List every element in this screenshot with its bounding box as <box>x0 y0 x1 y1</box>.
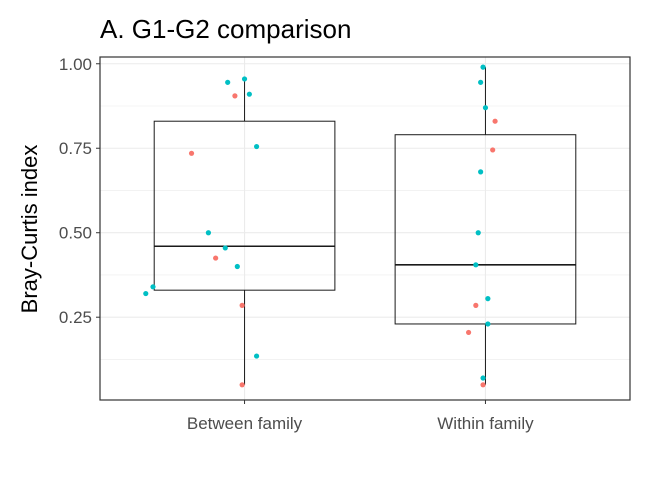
chart-title: A. G1-G2 comparison <box>100 14 351 44</box>
data-point <box>232 93 238 99</box>
y-tick-label: 0.50 <box>59 224 92 243</box>
y-tick-label: 0.75 <box>59 139 92 158</box>
y-tick-label: 0.25 <box>59 308 92 327</box>
data-point <box>225 79 231 85</box>
data-point <box>485 296 491 302</box>
y-axis-label: Bray-Curtis index <box>17 145 42 314</box>
data-point <box>234 263 240 270</box>
data-point <box>475 230 481 236</box>
data-point <box>241 76 248 82</box>
data-point <box>222 245 228 251</box>
data-point <box>239 382 245 388</box>
data-point <box>465 329 472 336</box>
data-point <box>253 143 260 150</box>
plot-area: 0.25 0.50 0.75 1.00 Between family Within fam… <box>59 55 631 433</box>
data-point <box>473 302 479 308</box>
data-point <box>480 64 486 70</box>
data-point <box>480 375 486 381</box>
iqr-box <box>153 120 336 291</box>
data-point <box>473 262 479 268</box>
x-tick-label: Within family <box>437 414 534 433</box>
data-point <box>485 321 491 327</box>
data-point <box>205 230 212 236</box>
data-point <box>150 284 156 290</box>
data-point <box>188 150 195 156</box>
plot-background <box>100 57 630 400</box>
x-tick-label: Between family <box>187 414 303 433</box>
y-tick-label: 1.00 <box>59 55 92 74</box>
data-point <box>490 147 496 153</box>
data-point <box>246 91 252 97</box>
data-point <box>482 105 489 111</box>
data-point <box>213 255 219 261</box>
data-point <box>143 290 149 297</box>
data-point <box>239 302 245 308</box>
data-point <box>480 382 486 388</box>
data-point <box>253 353 260 359</box>
data-point <box>478 79 484 85</box>
data-point <box>478 169 484 175</box>
plot-border <box>99 56 631 401</box>
data-point <box>492 118 498 124</box>
